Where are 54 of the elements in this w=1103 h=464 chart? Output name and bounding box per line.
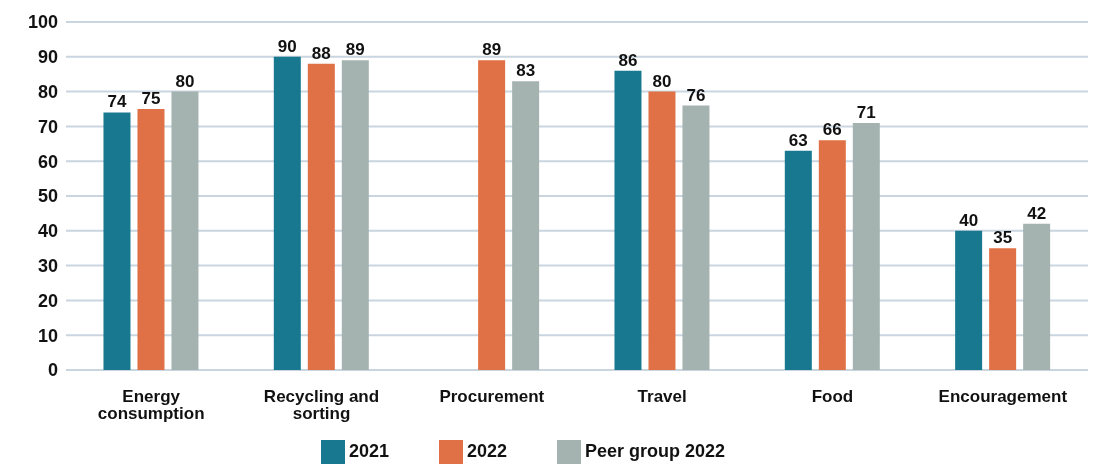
bar	[478, 60, 506, 370]
data-label: 66	[822, 120, 842, 140]
data-label: 63	[788, 130, 808, 150]
bar	[171, 91, 199, 370]
y-tick-label: 60	[37, 151, 58, 172]
y-tick-label: 50	[37, 186, 58, 207]
y-tick-label: 80	[37, 81, 58, 102]
bar	[955, 230, 983, 370]
y-tick-label: 40	[37, 221, 58, 242]
x-tick-label: Procurement	[439, 387, 545, 407]
data-label: 80	[175, 71, 195, 91]
data-label: 35	[993, 228, 1013, 248]
legend-label: Peer group 2022	[585, 440, 726, 461]
x-tick-label: Travel	[637, 387, 687, 407]
data-label: 76	[686, 85, 706, 105]
bar	[648, 91, 676, 370]
data-label: 88	[311, 43, 331, 63]
x-tick-label: Encouragement	[938, 387, 1068, 407]
data-label: 71	[856, 102, 876, 122]
bar	[818, 140, 846, 370]
y-tick-label: 10	[37, 325, 58, 346]
x-tick-label: Energy consumption	[97, 387, 205, 424]
bar	[682, 105, 710, 370]
y-tick-label: 20	[37, 290, 58, 311]
x-tick-label: Food	[811, 387, 854, 407]
data-label: 42	[1027, 203, 1047, 223]
y-tick-label: 70	[37, 116, 58, 137]
data-label: 74	[107, 92, 127, 112]
bar	[103, 112, 131, 370]
data-label: 89	[482, 40, 502, 60]
data-label: 89	[345, 40, 365, 60]
data-label: 80	[652, 71, 672, 91]
data-label: 83	[516, 61, 536, 81]
bar	[307, 63, 335, 370]
legend-label: 2021	[348, 440, 389, 461]
y-tick-label: 30	[37, 255, 58, 276]
bar	[989, 248, 1017, 370]
data-label: 40	[959, 210, 979, 230]
bar	[137, 109, 165, 370]
bar	[341, 60, 369, 370]
bar	[1023, 223, 1051, 370]
data-label: 90	[277, 36, 297, 56]
data-label: 75	[141, 89, 161, 108]
bar	[784, 150, 812, 370]
bar	[512, 81, 540, 370]
bar	[614, 70, 642, 370]
y-tick-label: 90	[37, 47, 58, 68]
y-tick-label: 100	[27, 12, 58, 33]
bar	[273, 56, 301, 370]
y-tick-label: 0	[47, 360, 58, 381]
bar	[852, 122, 880, 370]
legend-label: 2022	[466, 440, 508, 461]
x-tick-label: Recycling and sorting	[263, 387, 380, 424]
data-label: 86	[618, 50, 638, 70]
